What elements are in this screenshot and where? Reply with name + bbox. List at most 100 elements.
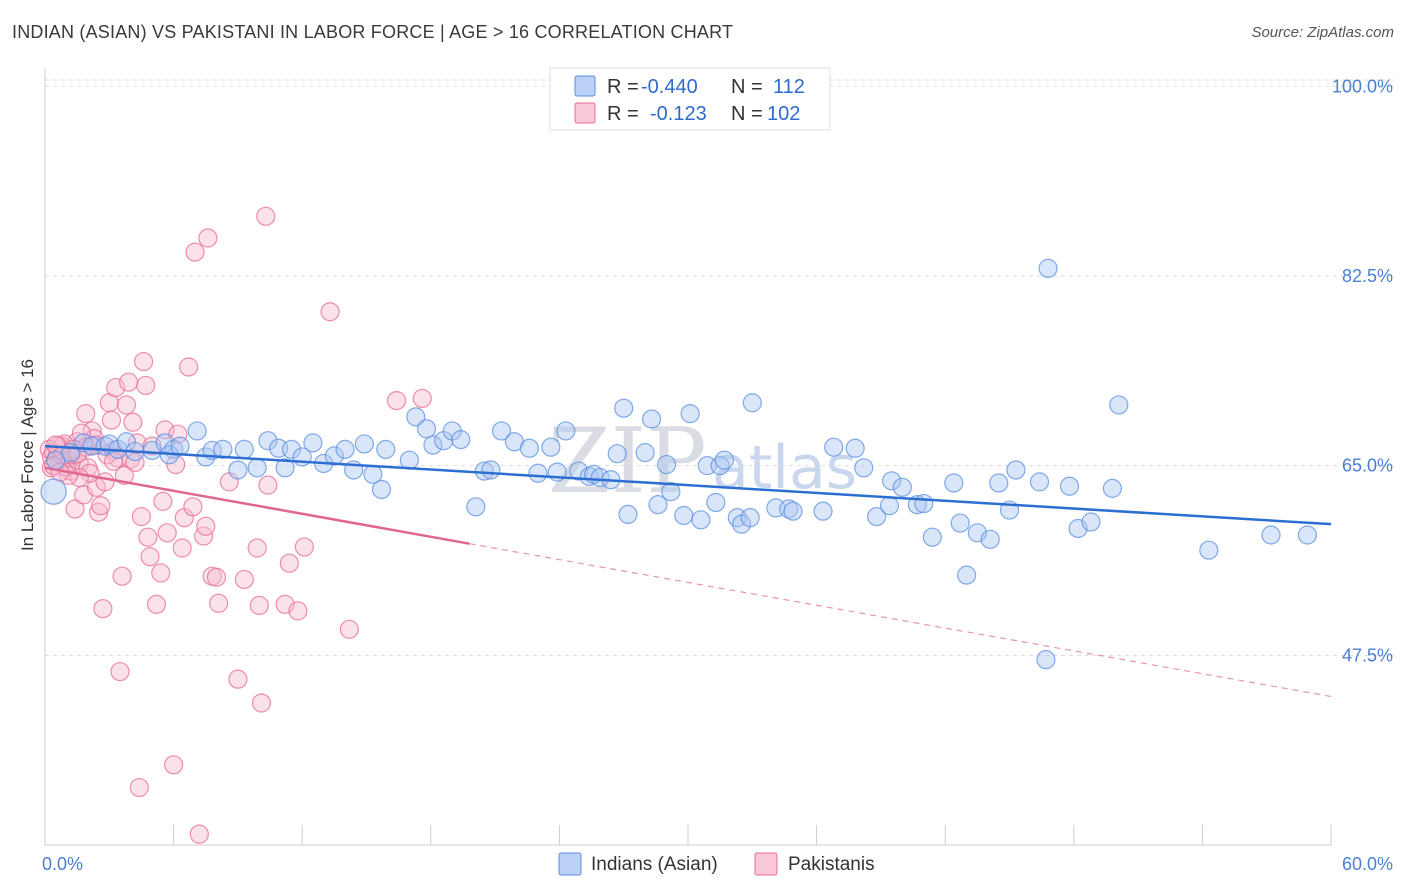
indian-point [399,450,419,470]
trend-lines [44,444,1332,698]
indian-point [1081,512,1101,532]
pakistani-point [206,567,227,587]
indian-point [944,473,964,493]
indian-point [742,393,762,413]
indian-point [376,439,396,459]
watermark: ZIP atlas [548,409,857,514]
legend-r-label: R = [607,103,639,125]
indian-point [371,479,392,500]
legend-r-value: -0.440 [641,76,698,98]
indian-point [854,458,874,478]
indian-point [519,438,539,458]
pakistani-point [179,357,199,377]
indian-point [740,508,760,528]
legend-n-label: N = [731,76,763,98]
indian-point [481,460,501,480]
indian-point [247,458,267,478]
indian-point [541,437,561,457]
pakistani-point [412,388,432,409]
legend-n-label: N = [731,103,763,125]
pakistani-point [140,547,160,567]
indian-point [1297,525,1318,545]
y-tick-label: 47.5% [1342,645,1393,665]
indian-point [1038,258,1058,278]
y-tick-label: 100.0% [1332,76,1393,96]
pakistani-point [249,595,269,616]
indian-trend-line [44,444,1332,526]
indian-point [170,436,190,456]
pakistani-point [209,593,229,613]
indian-point [528,463,548,483]
legend-swatch-indians [574,75,596,97]
pakistani-point [155,420,175,440]
indian-point [706,492,726,513]
pakistani-point [101,410,122,430]
legend-n-value: 102 [767,103,800,125]
indian-point [845,438,865,458]
indian-point [980,529,1000,549]
pakistani-point [118,372,139,392]
pakistani-point [320,302,340,322]
y-tick-label: 65.0% [1342,456,1393,476]
pakistani-point [138,527,158,547]
indian-point [635,443,655,463]
bottom-legend-label-pakistanis: Pakistanis [788,854,875,875]
indian-point [556,421,576,441]
indian-point [824,437,844,457]
pakistani-point [172,538,192,558]
indian-point [258,431,278,451]
indian-point [1109,395,1129,415]
indian-point [491,421,512,441]
pakistani-point [125,452,145,472]
indian-point [275,458,295,478]
y-axis-title: In Labor Force | Age > 16 [18,359,37,551]
indian-point [187,421,207,441]
indian-point [228,460,248,480]
legend-swatch-pakistanis [574,102,596,124]
pakistani-point [129,777,149,798]
legend-n-value: 112 [773,76,805,98]
pakistani-point [153,491,173,511]
x-tick-label: 60.0% [1342,854,1393,874]
watermark-zip: ZIP [548,409,707,514]
x-tick-label: 0.0% [42,854,83,874]
pakistani-point [65,499,85,519]
indian-point [406,407,426,427]
pakistani-point [279,553,299,573]
pakistani-point [258,475,278,495]
indian-point [957,565,977,585]
indian-point [680,404,700,424]
indian-point [40,478,67,505]
indian-point [656,454,677,475]
indian-point [423,435,443,455]
pakistani-point [189,824,209,844]
indian-point [1029,472,1050,492]
source-credit: Source: ZipAtlas.com [1251,24,1394,41]
indian-point [466,497,486,517]
pakistani-point [251,693,272,713]
pakistani-point [198,228,218,248]
indian-point [335,439,355,459]
indian-point [607,444,627,464]
pakistani-point [339,619,359,639]
pakistani-point [91,496,111,516]
indian-point [641,409,662,429]
pakistani-point [183,497,203,517]
indian-point [618,504,638,525]
indian-point [783,501,803,521]
pakistani-point [166,454,186,475]
indian-point [281,439,302,459]
pakistani-point [386,390,407,411]
indian-point [569,461,589,481]
pakistani-point [114,465,134,485]
indian-point [354,434,374,454]
indian-point [213,439,233,459]
indian-point [234,439,254,459]
grid-lines [45,79,1393,656]
pakistani-point [93,599,113,619]
indian-point [882,471,902,491]
bottom-legend-label-indians: Indians (Asian) [591,854,718,875]
indian-point [674,505,694,526]
indian-point [661,482,681,502]
pakistani-point [136,375,156,396]
